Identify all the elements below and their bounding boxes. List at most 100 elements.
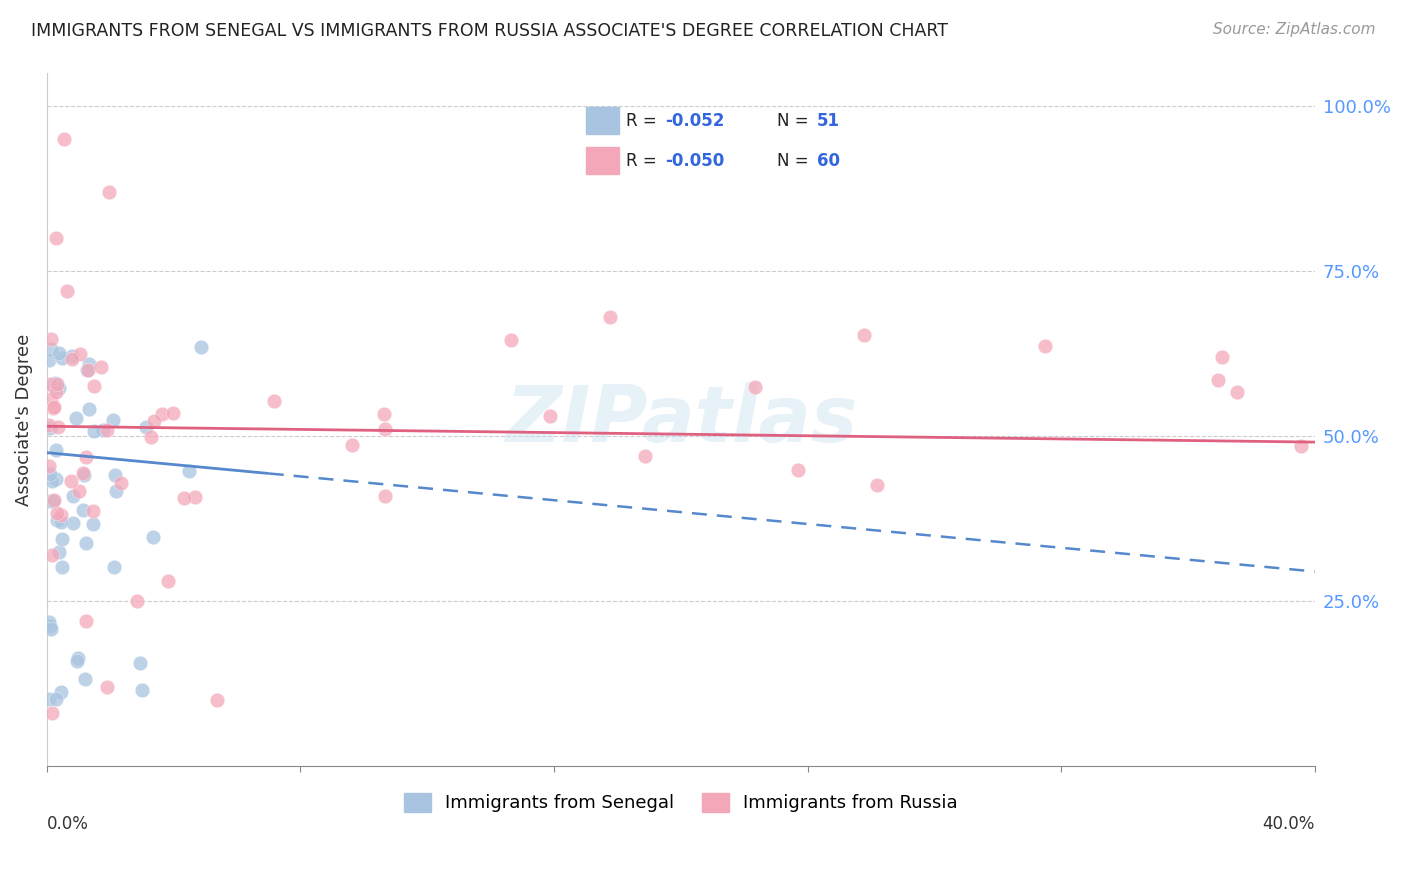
Point [45, 231, 67, 245]
Point [38, 692, 60, 706]
Point [852, 327, 875, 342]
Point [39, 467, 62, 482]
Point [129, 656, 152, 670]
Point [77, 402, 100, 417]
Point [340, 438, 363, 452]
Point [38, 376, 60, 391]
Point [1289, 440, 1312, 454]
Point [48, 545, 70, 559]
Point [131, 683, 153, 698]
Point [60, 352, 83, 367]
Point [179, 464, 201, 478]
Point [190, 340, 212, 354]
Point [39, 421, 62, 435]
Point [82, 504, 104, 518]
Point [51, 560, 73, 574]
Point [55, 284, 77, 298]
Point [73, 672, 96, 686]
Point [77, 357, 100, 371]
Text: ZIPatlas: ZIPatlas [505, 382, 856, 458]
Point [599, 310, 621, 325]
Point [207, 693, 229, 707]
Point [865, 478, 887, 492]
Y-axis label: Associate's Degree: Associate's Degree [15, 334, 32, 506]
Point [75, 614, 97, 628]
Point [110, 475, 132, 490]
Point [44, 401, 66, 415]
Point [46, 420, 69, 434]
Point [45, 692, 67, 706]
Point [96, 680, 118, 694]
Point [52, 132, 75, 146]
Point [633, 450, 655, 464]
Point [263, 393, 285, 408]
Point [69, 347, 91, 361]
Point [44, 376, 66, 391]
Point [48, 346, 70, 360]
Point [103, 559, 125, 574]
Point [135, 420, 157, 434]
Point [77, 363, 100, 377]
Point [787, 463, 810, 477]
Point [41, 494, 63, 508]
Point [66, 653, 89, 667]
Point [538, 409, 561, 423]
Point [49, 685, 72, 699]
Point [374, 422, 396, 436]
Point [51, 351, 73, 365]
Text: IMMIGRANTS FROM SENEGAL VS IMMIGRANTS FROM RUSSIA ASSOCIATE'S DEGREE CORRELATION: IMMIGRANTS FROM SENEGAL VS IMMIGRANTS FR… [31, 22, 948, 40]
Point [62, 489, 84, 503]
Point [374, 489, 396, 503]
Point [39, 343, 62, 357]
Text: 40.0%: 40.0% [1263, 815, 1315, 833]
Point [75, 536, 97, 550]
Point [83, 424, 105, 438]
Point [142, 530, 165, 544]
Point [45, 442, 67, 457]
Point [48, 381, 70, 395]
Point [37, 494, 59, 508]
Point [45, 384, 67, 399]
Point [142, 414, 165, 428]
Point [42, 379, 65, 393]
Point [51, 532, 73, 546]
Point [38, 417, 60, 432]
Point [42, 401, 65, 415]
Point [1033, 339, 1056, 353]
Point [46, 512, 69, 526]
Point [39, 619, 62, 633]
Point [1226, 385, 1249, 400]
Point [65, 411, 87, 425]
Point [82, 516, 104, 531]
Point [162, 406, 184, 420]
Point [49, 508, 72, 522]
Point [39, 392, 62, 406]
Point [67, 483, 90, 498]
Point [73, 468, 96, 483]
Point [1211, 350, 1233, 364]
Point [62, 516, 84, 531]
Point [105, 484, 128, 499]
Point [150, 407, 173, 421]
Point [66, 651, 89, 665]
Point [45, 472, 67, 486]
Point [39, 332, 62, 346]
Point [41, 548, 63, 562]
Point [83, 379, 105, 393]
Point [501, 333, 523, 347]
Point [38, 353, 60, 368]
Point [96, 423, 118, 437]
Point [90, 360, 112, 375]
Text: 0.0%: 0.0% [46, 815, 89, 833]
Point [157, 574, 180, 589]
Point [59, 474, 82, 488]
Point [45, 376, 67, 391]
Point [39, 622, 62, 636]
Point [103, 412, 125, 426]
Point [104, 468, 127, 483]
Point [141, 430, 163, 444]
Point [373, 407, 395, 421]
Point [1208, 373, 1230, 387]
Point [41, 706, 63, 721]
Legend: Immigrants from Senegal, Immigrants from Russia: Immigrants from Senegal, Immigrants from… [396, 786, 965, 820]
